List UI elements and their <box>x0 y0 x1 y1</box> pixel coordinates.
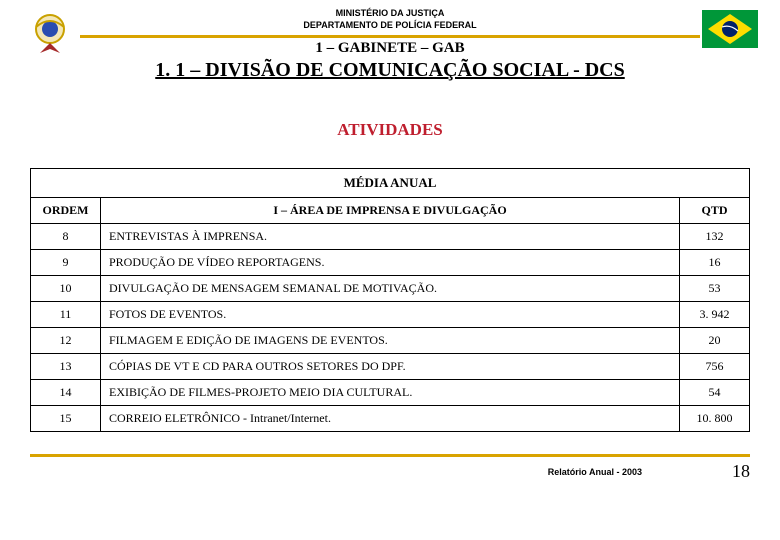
table-row: 8ENTREVISTAS À IMPRENSA.132 <box>31 224 750 250</box>
page-footer: Relatório Anual - 2003 18 <box>0 457 780 482</box>
cell-qtd: 53 <box>680 276 750 302</box>
cell-desc: CORREIO ELETRÔNICO - Intranet/Internet. <box>101 406 680 432</box>
table-row: 9PRODUÇÃO DE VÍDEO REPORTAGENS.16 <box>31 250 750 276</box>
col-header-desc: I – ÁREA DE IMPRENSA E DIVULGAÇÃO <box>101 198 680 224</box>
ministry-line-2: DEPARTAMENTO DE POLÍCIA FEDERAL <box>80 20 700 32</box>
cell-qtd: 132 <box>680 224 750 250</box>
cell-desc: ENTREVISTAS À IMPRENSA. <box>101 224 680 250</box>
cell-ordem: 15 <box>31 406 101 432</box>
header-gold-rule <box>80 35 700 38</box>
section-line: 1. 1 – DIVISÃO DE COMUNICAÇÃO SOCIAL - D… <box>80 59 700 82</box>
table-row: 13CÓPIAS DE VT E CD PARA OUTROS SETORES … <box>31 354 750 380</box>
brazil-flag-icon <box>700 8 760 50</box>
col-header-qtd: QTD <box>680 198 750 224</box>
cell-desc: CÓPIAS DE VT E CD PARA OUTROS SETORES DO… <box>101 354 680 380</box>
cell-desc: FILMAGEM E EDIÇÃO DE IMAGENS DE EVENTOS. <box>101 328 680 354</box>
table-row: 12FILMAGEM E EDIÇÃO DE IMAGENS DE EVENTO… <box>31 328 750 354</box>
federal-police-crest-icon <box>20 8 80 58</box>
cell-desc: DIVULGAÇÃO DE MENSAGEM SEMANAL DE MOTIVA… <box>101 276 680 302</box>
cell-ordem: 9 <box>31 250 101 276</box>
cell-qtd: 756 <box>680 354 750 380</box>
table-row: 11FOTOS DE EVENTOS.3. 942 <box>31 302 750 328</box>
cell-qtd: 10. 800 <box>680 406 750 432</box>
table-caption: MÉDIA ANUAL <box>31 169 750 198</box>
cell-desc: EXIBIÇÃO DE FILMES-PROJETO MEIO DIA CULT… <box>101 380 680 406</box>
cell-qtd: 16 <box>680 250 750 276</box>
ministry-line-1: MINISTÉRIO DA JUSTIÇA <box>80 8 700 20</box>
cell-ordem: 11 <box>31 302 101 328</box>
cell-ordem: 12 <box>31 328 101 354</box>
cell-qtd: 54 <box>680 380 750 406</box>
chapter-line: 1 – GABINETE – GAB <box>80 40 700 57</box>
table-row: 14EXIBIÇÃO DE FILMES-PROJETO MEIO DIA CU… <box>31 380 750 406</box>
cell-ordem: 8 <box>31 224 101 250</box>
cell-ordem: 14 <box>31 380 101 406</box>
activities-title: ATIVIDADES <box>0 120 780 140</box>
col-header-ordem: ORDEM <box>31 198 101 224</box>
table-row: 10DIVULGAÇÃO DE MENSAGEM SEMANAL DE MOTI… <box>31 276 750 302</box>
cell-desc: FOTOS DE EVENTOS. <box>101 302 680 328</box>
cell-ordem: 13 <box>31 354 101 380</box>
footer-report-label: Relatório Anual - 2003 <box>548 467 642 477</box>
activities-table: MÉDIA ANUAL ORDEM I – ÁREA DE IMPRENSA E… <box>30 168 750 432</box>
cell-qtd: 20 <box>680 328 750 354</box>
page-header: MINISTÉRIO DA JUSTIÇA DEPARTAMENTO DE PO… <box>0 0 780 82</box>
footer-page-number: 18 <box>732 461 750 482</box>
cell-qtd: 3. 942 <box>680 302 750 328</box>
cell-ordem: 10 <box>31 276 101 302</box>
table-row: 15CORREIO ELETRÔNICO - Intranet/Internet… <box>31 406 750 432</box>
activities-table-wrap: MÉDIA ANUAL ORDEM I – ÁREA DE IMPRENSA E… <box>0 168 780 432</box>
cell-desc: PRODUÇÃO DE VÍDEO REPORTAGENS. <box>101 250 680 276</box>
